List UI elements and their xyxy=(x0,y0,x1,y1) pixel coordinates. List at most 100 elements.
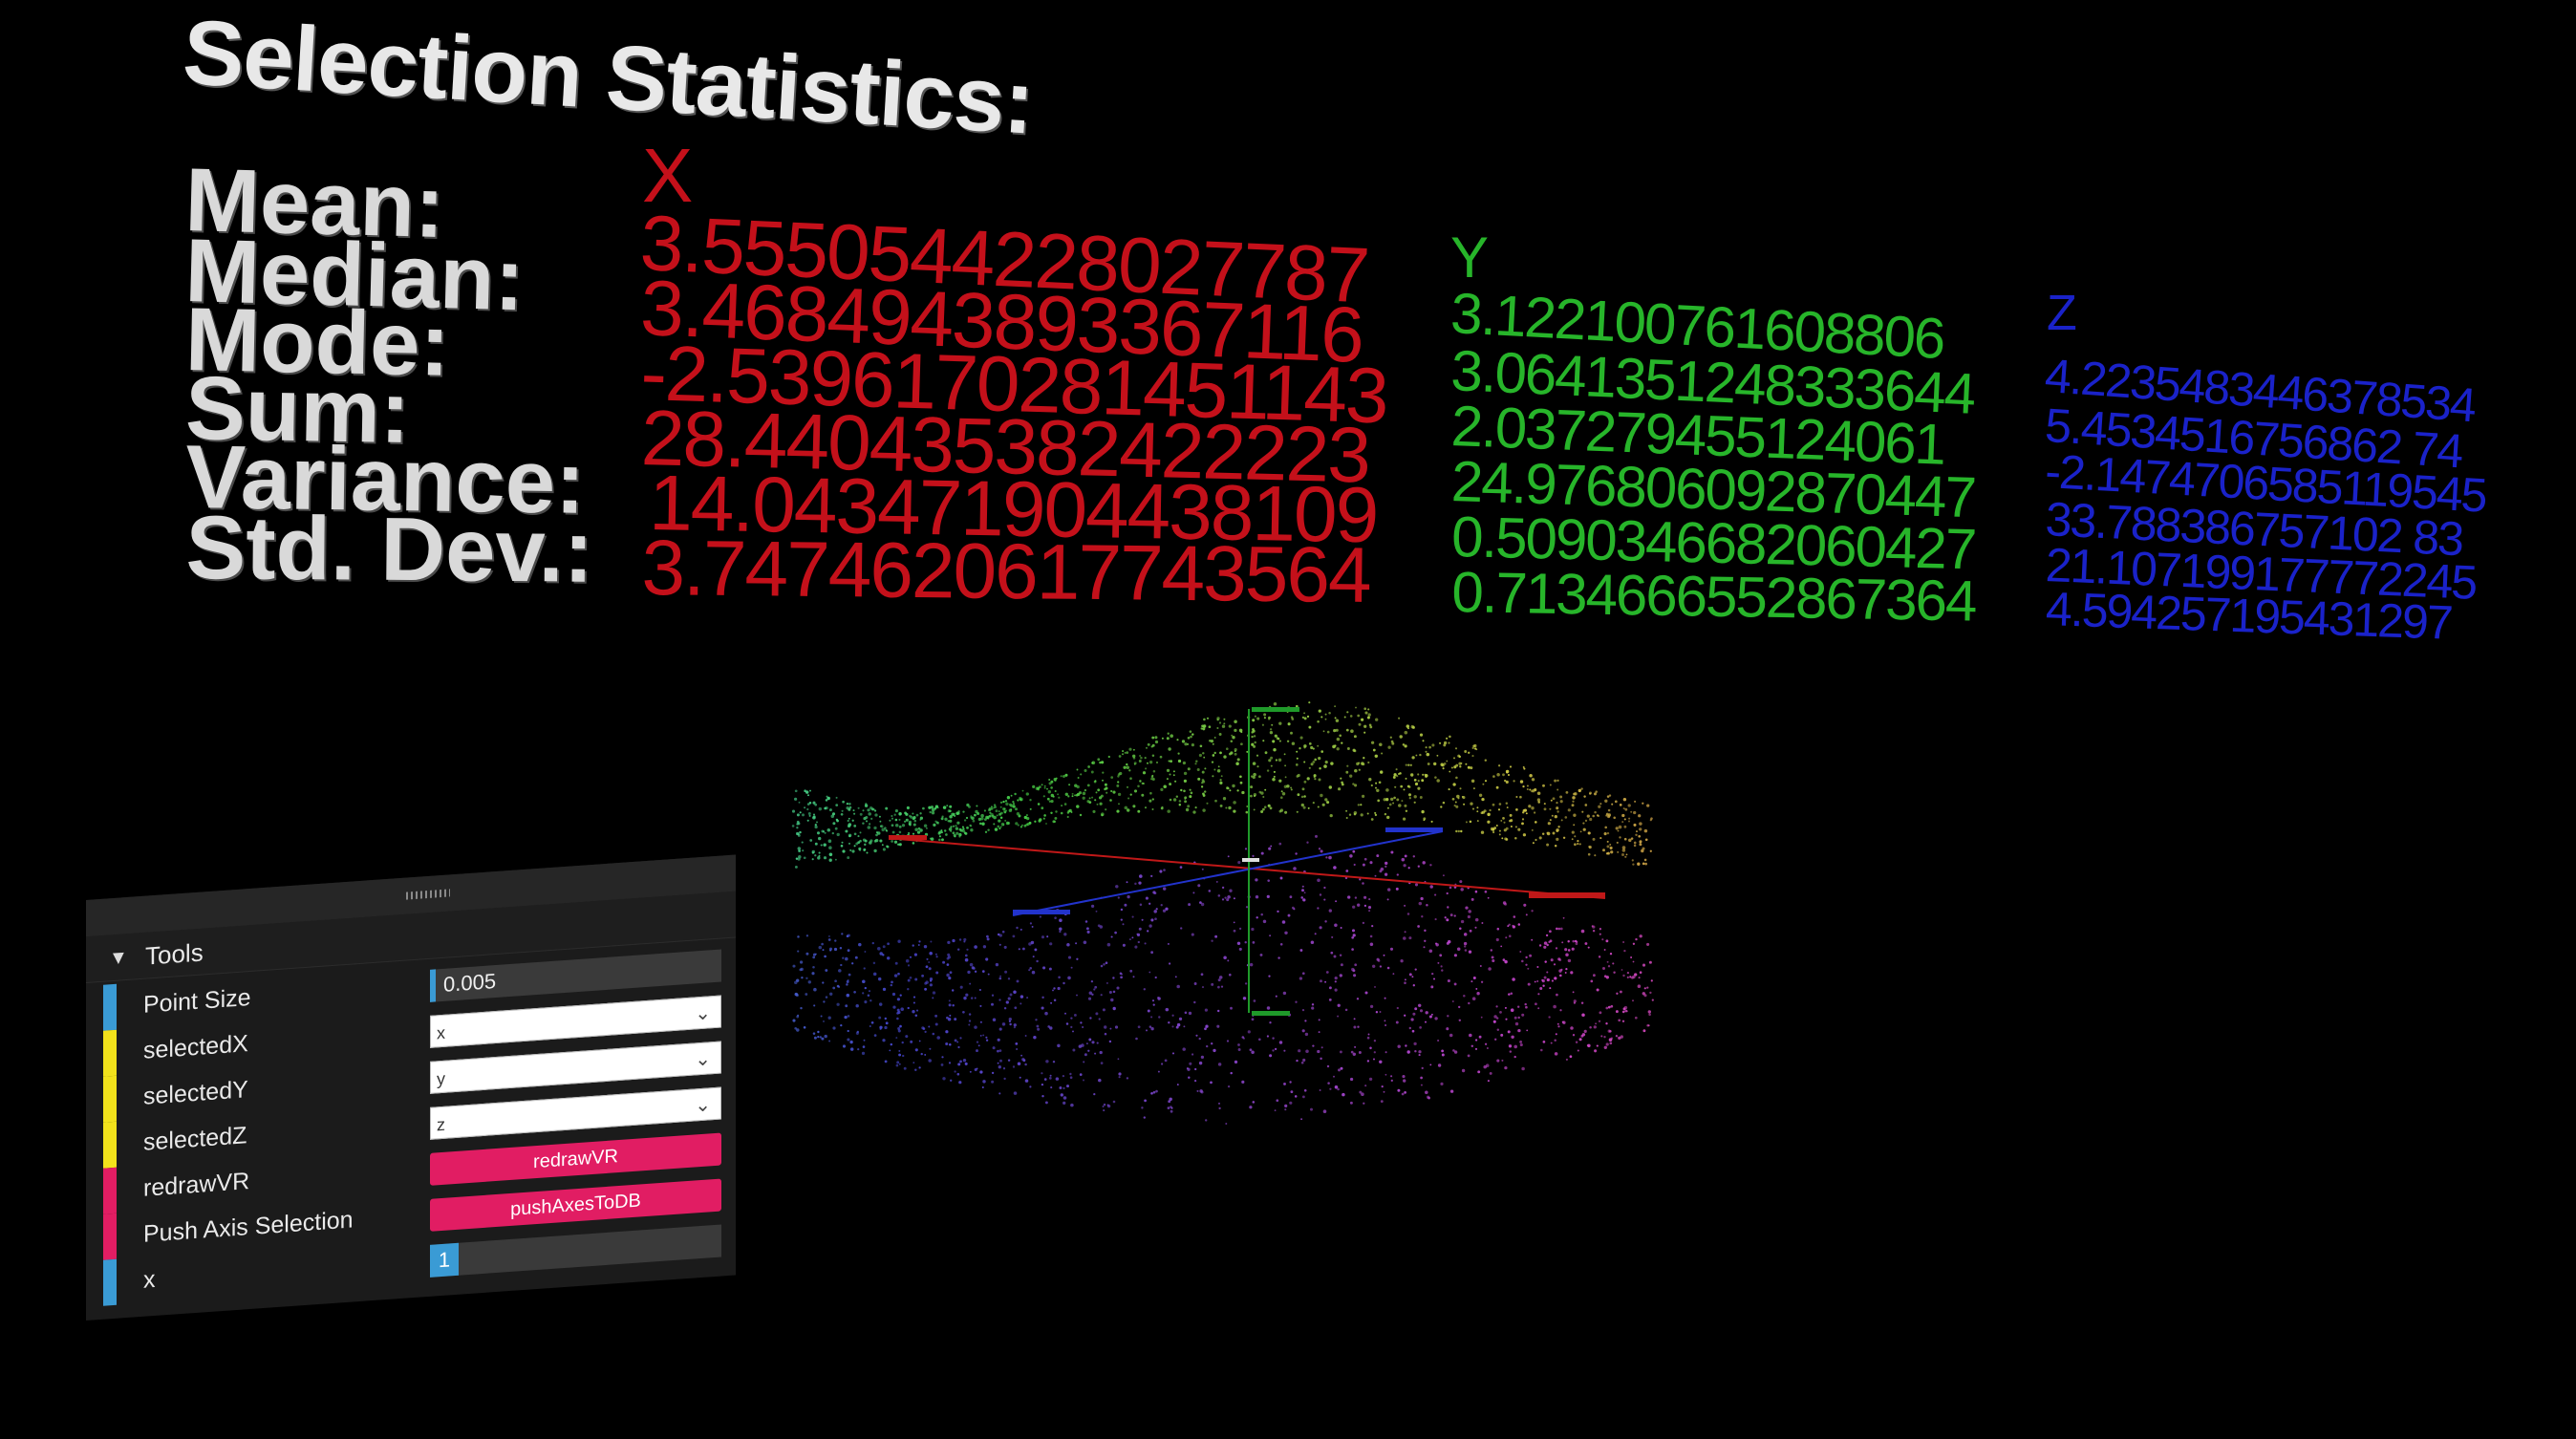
point xyxy=(1252,775,1256,780)
point xyxy=(1396,873,1399,876)
point xyxy=(1082,791,1086,796)
point xyxy=(1323,764,1327,768)
point xyxy=(962,810,965,813)
point xyxy=(987,828,990,831)
point xyxy=(1104,1032,1107,1036)
point xyxy=(1126,751,1129,754)
point xyxy=(1651,999,1654,1001)
point xyxy=(1379,1011,1382,1013)
point xyxy=(1623,949,1626,953)
point xyxy=(1150,1027,1154,1031)
point xyxy=(1505,802,1509,805)
point xyxy=(1183,789,1186,793)
point xyxy=(1106,942,1111,947)
point xyxy=(884,827,887,829)
point xyxy=(1116,784,1120,787)
point xyxy=(1496,927,1500,931)
point xyxy=(1187,736,1191,740)
point xyxy=(1508,1044,1513,1048)
point xyxy=(1404,804,1407,807)
point xyxy=(1578,788,1581,793)
point xyxy=(1129,969,1133,973)
point xyxy=(1588,846,1591,848)
point xyxy=(1102,771,1105,774)
point xyxy=(1087,765,1090,768)
point xyxy=(932,997,934,999)
point xyxy=(1264,788,1267,791)
point xyxy=(818,854,821,857)
point xyxy=(946,963,950,966)
point xyxy=(1471,997,1476,1000)
point xyxy=(974,1025,977,1029)
point xyxy=(1470,980,1473,983)
point xyxy=(1269,806,1273,810)
point xyxy=(1375,718,1379,721)
point xyxy=(946,1016,949,1020)
point xyxy=(958,835,961,838)
point xyxy=(855,1003,859,1008)
point xyxy=(1144,1099,1147,1103)
point xyxy=(1301,889,1304,892)
point xyxy=(1086,800,1090,804)
point-cloud-plot[interactable] xyxy=(784,698,1672,1194)
point xyxy=(894,809,898,813)
point xyxy=(974,970,977,973)
point xyxy=(1262,795,1265,799)
point xyxy=(1266,769,1270,772)
point xyxy=(1633,844,1637,848)
point xyxy=(1219,779,1222,782)
point xyxy=(998,934,1002,937)
point xyxy=(1189,730,1192,733)
point xyxy=(1575,1041,1578,1043)
point xyxy=(1317,1049,1320,1054)
point xyxy=(1390,797,1394,802)
point xyxy=(1172,774,1175,777)
point xyxy=(1509,1050,1513,1053)
point xyxy=(902,1054,905,1058)
point xyxy=(931,811,935,815)
point xyxy=(961,826,964,828)
point xyxy=(1414,883,1419,887)
point xyxy=(1618,1019,1621,1022)
point xyxy=(1076,784,1080,789)
point xyxy=(1102,1106,1105,1107)
point xyxy=(1628,838,1632,843)
point xyxy=(1006,796,1011,800)
point xyxy=(1477,1070,1481,1074)
point xyxy=(1571,830,1575,834)
point xyxy=(1267,804,1271,807)
point xyxy=(1091,1041,1095,1044)
point xyxy=(1250,785,1254,789)
point xyxy=(1525,956,1528,959)
point xyxy=(1474,926,1477,929)
point xyxy=(1441,969,1444,972)
point xyxy=(1276,1099,1279,1103)
point xyxy=(1216,1024,1220,1028)
point xyxy=(1042,966,1046,970)
point xyxy=(1150,918,1154,922)
point xyxy=(1213,768,1216,771)
point xyxy=(1035,1019,1038,1021)
point xyxy=(1192,810,1196,814)
point xyxy=(1565,791,1569,794)
point xyxy=(986,937,990,941)
point xyxy=(1300,1061,1304,1064)
point xyxy=(969,962,974,967)
point xyxy=(877,947,881,951)
point xyxy=(1394,785,1397,788)
point xyxy=(862,822,865,825)
point xyxy=(1561,941,1564,944)
point xyxy=(998,977,1002,980)
point xyxy=(1346,711,1349,714)
point xyxy=(795,857,799,860)
point xyxy=(1492,1020,1496,1023)
point xyxy=(796,827,799,829)
point xyxy=(1363,731,1366,734)
point xyxy=(1614,800,1618,804)
point xyxy=(1041,1094,1044,1098)
point xyxy=(1071,795,1074,798)
point xyxy=(891,840,893,843)
x-label: x xyxy=(143,1265,156,1294)
point xyxy=(848,973,851,977)
point xyxy=(840,963,843,967)
